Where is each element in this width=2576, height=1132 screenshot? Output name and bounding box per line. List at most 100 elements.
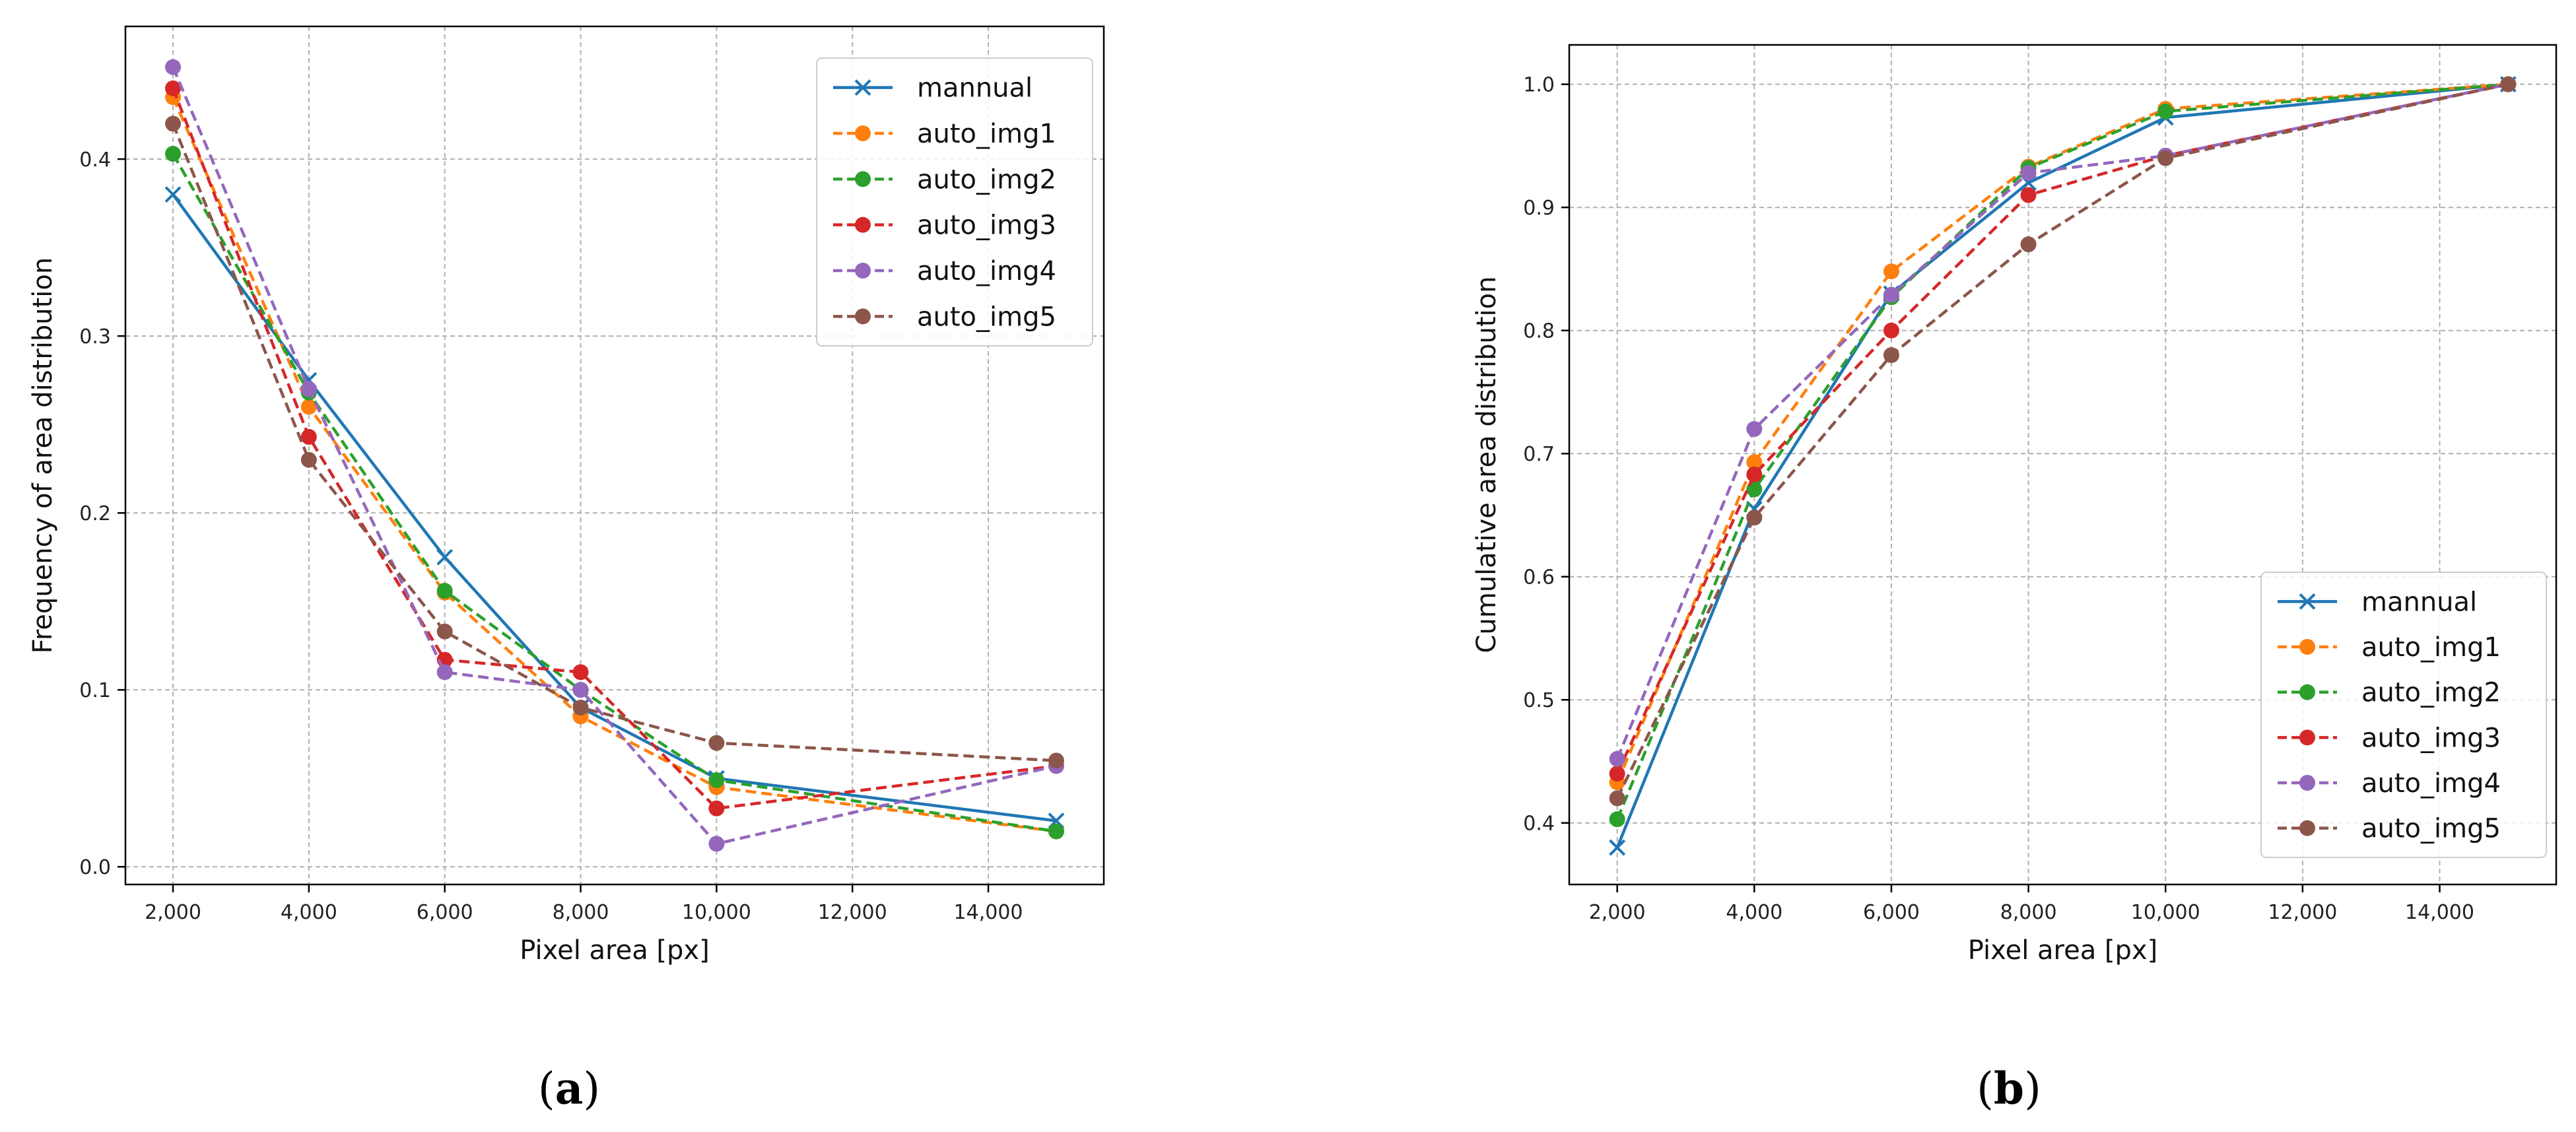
data-point-auto_img5 (1048, 752, 1064, 769)
legend-marker (854, 79, 871, 96)
marker-stroke (1609, 839, 1626, 856)
panel-a-chart: 2,000 4,000 6,000 8,000 10,000 12,000 14,000 0.… (28, 25, 1105, 1114)
series-line-auto_img4 (1615, 83, 2509, 760)
data-point-auto_img3 (300, 428, 317, 445)
data-point-auto_img5 (708, 735, 725, 751)
data-point-auto_img4 (2020, 164, 2037, 181)
y-tick-label: 0.4 (1523, 813, 1555, 836)
x-tick-label: 4,000 (281, 901, 337, 924)
x-tick-label: 8,000 (553, 901, 609, 924)
legend-label-auto_img3: auto_img3 (2361, 723, 2501, 753)
x-axis-label: Pixel area [px] (520, 935, 709, 966)
data-point-auto_img3 (165, 80, 182, 96)
y-tick-label: 0.1 (79, 679, 111, 702)
legend-label-mannual: mannual (917, 73, 1033, 104)
data-point-auto_img5 (300, 451, 317, 468)
legend-label-auto_img4: auto_img4 (2361, 768, 2501, 799)
y-tick-label: 1.0 (1523, 74, 1555, 97)
data-point-auto_img2 (708, 772, 725, 788)
axes-frame (124, 25, 1105, 886)
y-tick-label: 0.3 (79, 325, 111, 349)
data-point-auto_img4 (1883, 286, 1899, 303)
panel-caption: (a) (538, 1063, 600, 1114)
data-point-auto_img5 (2020, 236, 2037, 253)
legend-marker (2299, 684, 2315, 700)
panel-caption: (b) (1977, 1063, 2041, 1114)
series-line-auto_img1 (1615, 83, 2509, 783)
legend-label-auto_img1: auto_img1 (2361, 632, 2501, 663)
x-tick-label: 6,000 (1863, 901, 1920, 924)
legend-marker (855, 308, 871, 325)
legend-marker (855, 263, 871, 279)
legend-label-auto_img4: auto_img4 (917, 256, 1056, 286)
data-point-auto_img5 (1883, 347, 1899, 364)
x-tick-label: 8,000 (2000, 901, 2057, 924)
data-point-mannual (1609, 839, 1626, 856)
legend-label-auto_img5: auto_img5 (2361, 814, 2501, 844)
panel-b-chart: 2,000 4,000 6,000 8,000 10,000 12,000 14,000 0.… (1472, 44, 2558, 1114)
data-point-auto_img4 (165, 59, 182, 75)
data-point-auto_img3 (1883, 322, 1899, 339)
x-tick-label: 2,000 (1589, 901, 1646, 924)
x-tick-label: 10,000 (682, 901, 751, 924)
data-point-auto_img2 (436, 583, 453, 599)
marker-stroke (164, 186, 182, 203)
data-point-auto_img3 (708, 800, 725, 816)
legend-label-auto_img5: auto_img5 (917, 302, 1056, 332)
y-tick-label: 0.0 (79, 856, 111, 879)
data-point-auto_img2 (1048, 823, 1064, 840)
legend-label-auto_img2: auto_img2 (917, 164, 1056, 195)
marker-stroke (436, 549, 454, 566)
series-line-auto_img5 (171, 123, 1057, 762)
data-point-auto_img5 (1609, 790, 1625, 807)
x-tick-label: 14,000 (954, 901, 1023, 924)
legend-marker (2299, 639, 2315, 655)
panel-caption-letter: a (555, 1063, 584, 1114)
data-point-auto_img4 (1746, 420, 1763, 437)
series-line-auto_img4 (171, 66, 1057, 846)
legend: mannual auto_img1 auto_img2 auto_img3 auto_i… (2260, 572, 2547, 858)
data-point-auto_img2 (165, 145, 182, 162)
data-point-auto_img5 (2500, 76, 2517, 92)
data-point-auto_img3 (1746, 466, 1763, 483)
series-line-auto_img2 (172, 152, 1057, 833)
data-point-auto_img5 (165, 116, 182, 132)
legend-frame (2260, 572, 2547, 858)
data-point-auto_img5 (436, 623, 453, 640)
data-point-auto_img3 (2020, 187, 2037, 203)
x-tick-label: 4,000 (1726, 901, 1782, 924)
legend-label-auto_img1: auto_img1 (917, 119, 1056, 149)
series-line-mannual (172, 193, 1057, 822)
legend: mannual auto_img1 auto_img2 auto_img3 auto_i… (816, 57, 1093, 347)
legend-marker (2299, 593, 2316, 610)
x-axis-label: Pixel area [px] (1968, 935, 2157, 966)
x-tick-label: 12,000 (2268, 901, 2337, 924)
x-tick-label: 2,000 (145, 901, 201, 924)
data-point-auto_img3 (1609, 766, 1625, 782)
y-tick-label: 0.9 (1523, 197, 1555, 220)
data-point-auto_img4 (436, 664, 453, 681)
axes-frame (1568, 44, 2558, 886)
panel-caption-letter: b (1994, 1063, 2024, 1114)
data-point-auto_img2 (1609, 811, 1625, 828)
y-tick-label: 0.2 (79, 502, 111, 525)
data-point-auto_img1 (1746, 454, 1763, 471)
legend-frame (816, 57, 1093, 347)
legend-label-auto_img2: auto_img2 (2361, 678, 2501, 708)
y-tick-label: 0.7 (1523, 443, 1555, 466)
x-tick-label: 10,000 (2131, 901, 2200, 924)
y-tick-label: 0.6 (1523, 566, 1555, 589)
data-point-auto_img4 (572, 682, 589, 698)
series-line-auto_img3 (171, 87, 1057, 810)
data-point-auto_img4 (708, 836, 725, 852)
y-tick-label: 0.4 (79, 149, 111, 172)
data-point-auto_img3 (572, 664, 589, 681)
data-point-auto_img4 (300, 381, 317, 397)
legend-marker (855, 216, 871, 233)
x-tick-label: 12,000 (818, 901, 887, 924)
legend-marker (855, 171, 871, 187)
x-tick-label: 6,000 (417, 901, 473, 924)
data-point-auto_img2 (2157, 103, 2174, 119)
data-point-auto_img5 (572, 699, 589, 716)
data-point-mannual (436, 549, 454, 566)
